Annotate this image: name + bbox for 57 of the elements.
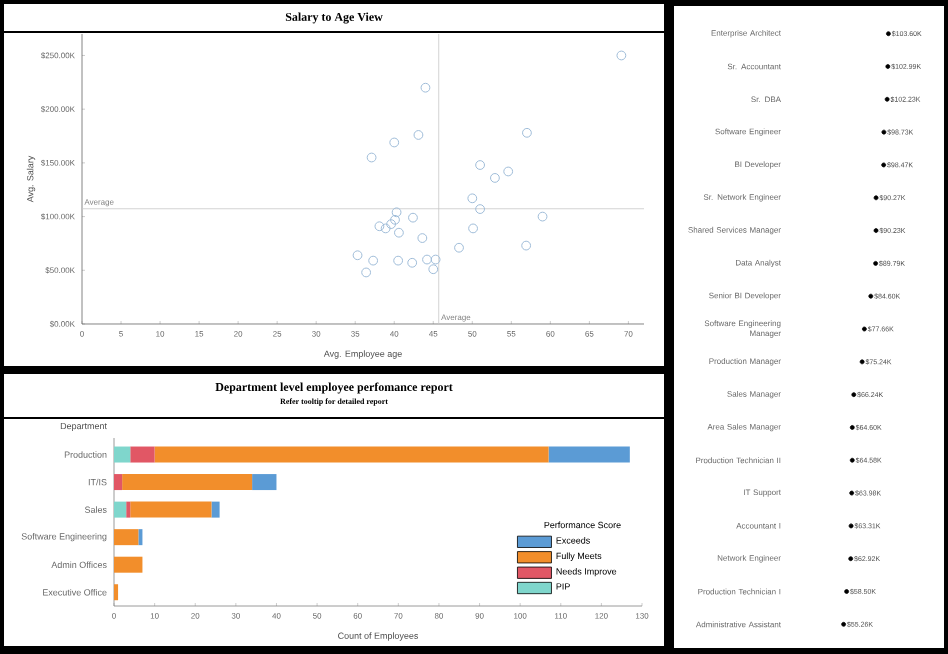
bar — [122, 474, 253, 491]
point — [422, 254, 432, 265]
point — [407, 257, 418, 268]
point — [873, 260, 879, 266]
point — [368, 255, 379, 266]
bar — [114, 556, 143, 573]
bar — [211, 501, 220, 518]
point — [848, 556, 854, 562]
point — [352, 250, 363, 261]
point — [849, 490, 855, 496]
bar — [130, 501, 212, 518]
point — [861, 326, 867, 332]
bar — [154, 446, 549, 463]
point — [408, 212, 418, 223]
point — [380, 223, 391, 234]
point — [521, 240, 532, 251]
point — [881, 162, 887, 168]
point — [390, 214, 400, 225]
point — [366, 152, 377, 163]
point — [490, 173, 500, 183]
point — [428, 264, 439, 275]
point — [468, 223, 478, 234]
point — [391, 207, 402, 218]
point — [522, 127, 532, 138]
point — [420, 82, 431, 93]
point — [849, 457, 855, 463]
point — [884, 96, 890, 102]
point — [616, 50, 627, 61]
bar — [114, 474, 123, 491]
point — [374, 221, 385, 232]
point — [386, 219, 397, 230]
bar — [114, 501, 127, 518]
point — [393, 255, 404, 266]
point — [467, 193, 478, 204]
point — [361, 267, 372, 278]
point — [537, 211, 548, 222]
point — [413, 130, 424, 140]
point — [394, 227, 404, 238]
bar — [548, 446, 630, 463]
bar — [252, 474, 277, 491]
point — [868, 293, 874, 299]
point — [389, 137, 400, 148]
point — [417, 233, 428, 243]
point — [881, 129, 887, 135]
point — [454, 242, 464, 253]
bar — [114, 446, 131, 463]
bar — [130, 446, 155, 463]
point — [430, 254, 441, 265]
bar — [114, 529, 139, 546]
point — [851, 392, 857, 398]
point — [873, 195, 879, 201]
point — [848, 523, 854, 529]
point — [503, 166, 514, 177]
point — [841, 621, 847, 627]
point — [475, 160, 485, 170]
point — [859, 359, 865, 365]
point — [475, 204, 485, 214]
